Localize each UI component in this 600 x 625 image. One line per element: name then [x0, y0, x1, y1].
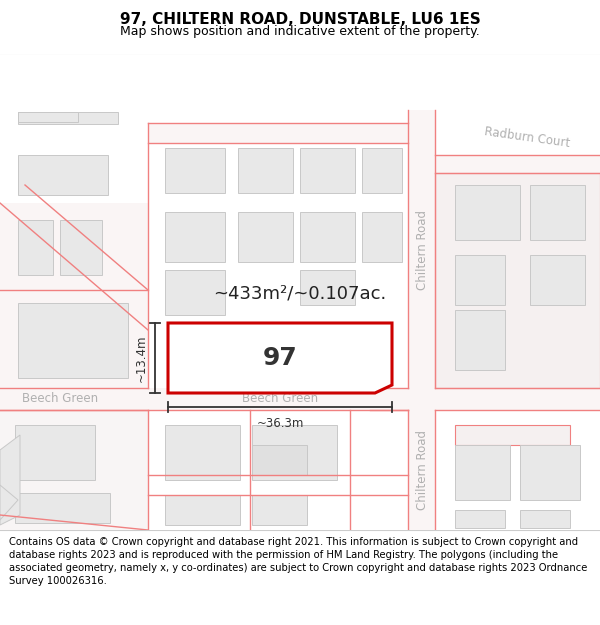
- Bar: [18, 303, 128, 378]
- Bar: [300, 212, 355, 262]
- Bar: [165, 148, 225, 193]
- Bar: [362, 148, 402, 193]
- Bar: [520, 510, 570, 528]
- Bar: [300, 148, 355, 193]
- Text: Chiltern Road: Chiltern Road: [415, 210, 428, 290]
- Bar: [18, 112, 78, 122]
- Text: Beech Green: Beech Green: [242, 392, 318, 406]
- Bar: [530, 185, 585, 240]
- Bar: [300, 270, 355, 305]
- Bar: [455, 445, 510, 500]
- Bar: [520, 445, 580, 500]
- Bar: [238, 148, 293, 193]
- Bar: [165, 270, 225, 315]
- Text: Beech Green: Beech Green: [22, 392, 98, 406]
- Text: Radburn Court: Radburn Court: [484, 126, 571, 151]
- Text: ~433m²/~0.107ac.: ~433m²/~0.107ac.: [214, 285, 386, 303]
- Bar: [15, 425, 95, 480]
- Bar: [252, 495, 307, 525]
- Polygon shape: [435, 155, 600, 173]
- Bar: [18, 220, 53, 275]
- Polygon shape: [0, 388, 420, 410]
- Bar: [362, 212, 402, 262]
- Bar: [252, 425, 337, 480]
- Bar: [15, 493, 110, 523]
- Bar: [165, 495, 240, 525]
- Bar: [252, 445, 307, 475]
- Bar: [455, 510, 505, 528]
- Text: Chiltern Road: Chiltern Road: [415, 430, 428, 510]
- Text: ~13.4m: ~13.4m: [135, 334, 148, 382]
- Bar: [60, 220, 102, 275]
- Polygon shape: [0, 435, 20, 525]
- Polygon shape: [0, 410, 148, 530]
- Bar: [18, 155, 108, 195]
- Bar: [530, 255, 585, 305]
- Polygon shape: [0, 203, 148, 388]
- Polygon shape: [148, 123, 408, 143]
- Text: 97: 97: [263, 346, 298, 370]
- Polygon shape: [0, 485, 18, 520]
- Polygon shape: [435, 388, 600, 410]
- Bar: [455, 185, 520, 240]
- Polygon shape: [408, 110, 435, 530]
- Text: Contains OS data © Crown copyright and database right 2021. This information is : Contains OS data © Crown copyright and d…: [9, 537, 587, 586]
- Text: ~36.3m: ~36.3m: [256, 417, 304, 430]
- Text: Map shows position and indicative extent of the property.: Map shows position and indicative extent…: [120, 26, 480, 39]
- Polygon shape: [168, 323, 392, 393]
- Bar: [18, 112, 118, 124]
- Bar: [435, 173, 600, 388]
- Bar: [455, 310, 505, 370]
- Bar: [165, 425, 240, 480]
- Bar: [165, 212, 225, 262]
- Bar: [238, 212, 293, 262]
- Bar: [455, 255, 505, 305]
- Text: 97, CHILTERN ROAD, DUNSTABLE, LU6 1ES: 97, CHILTERN ROAD, DUNSTABLE, LU6 1ES: [119, 12, 481, 27]
- Bar: [455, 425, 570, 445]
